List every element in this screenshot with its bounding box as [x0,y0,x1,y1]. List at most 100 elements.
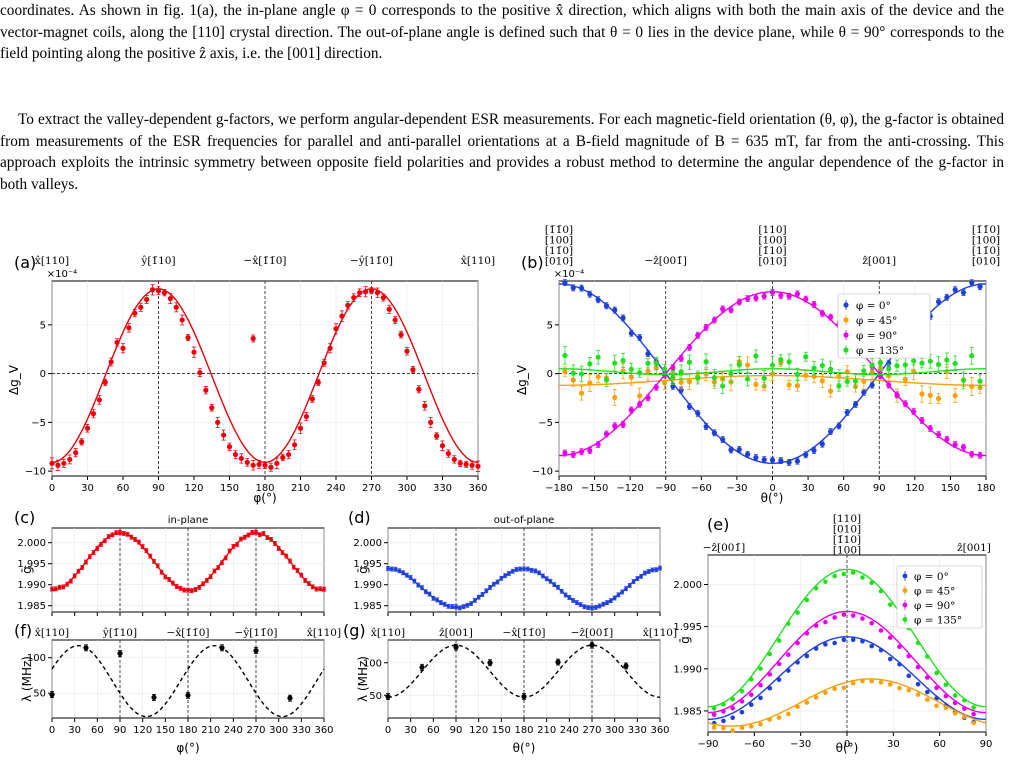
x-tick-label: 270 [582,725,601,736]
data-point [601,602,606,606]
data-point [562,352,568,359]
data-point [832,686,837,692]
data-point [231,544,236,549]
data-point [769,457,776,463]
data-point [935,361,942,368]
data-point [571,598,575,603]
data-point [299,573,304,577]
data-point [832,573,837,579]
data-point [786,293,792,299]
data-point [72,574,77,578]
data-point [563,593,568,597]
data-point [102,379,108,385]
data-point [804,653,810,659]
data-point [721,725,726,731]
data-point [257,532,262,537]
data-point [678,379,684,385]
top-axis-label-f: −x̂[1̄1̄0] [167,627,210,639]
x-tick-label: 300 [397,483,416,494]
data-point [416,386,422,392]
data-point [767,651,773,657]
fit-curve-e [708,568,986,708]
y-tick-label: −10 [532,467,553,478]
data-point [297,425,304,431]
top-axis-label-a: x̂[110] [461,255,495,267]
data-point [878,647,884,653]
data-point [761,457,767,463]
data-point [223,556,228,560]
data-point [695,332,701,338]
x-tick-label: 150 [941,483,960,494]
x-tick-label: 60 [91,725,104,736]
data-point [562,450,568,456]
data-point [761,293,767,299]
data-point [894,392,900,398]
x-tick-label: −60 [744,739,765,750]
data-point [457,460,463,466]
y-tick-label: 2.000 [673,580,702,591]
y-axis-label-a: Δg_V [7,364,21,395]
data-point [628,374,634,380]
data-point [960,377,967,383]
data-point [869,678,875,684]
data-point [587,291,593,297]
data-point [678,355,684,362]
data-point [556,585,560,590]
data-point [280,454,286,461]
title-d: out-of-plane [494,515,555,526]
data-point [287,695,293,701]
data-point [163,575,168,579]
data-point [778,292,784,299]
y-tick-label: 5 [40,320,46,331]
data-point [392,317,398,323]
stacked-label-b: [11̄0] [545,245,573,257]
data-point [794,291,801,297]
x-tick-label: −30 [726,483,747,494]
data-point [570,285,576,291]
x-tick-label: 360 [314,725,333,736]
data-point [935,431,942,438]
data-point [703,324,709,330]
y-tick-label: 50 [33,689,46,700]
data-point [537,571,541,575]
data-point [167,295,173,302]
data-point [408,575,413,580]
data-point [559,589,564,594]
x-tick-label: 330 [628,725,647,736]
data-point [804,700,810,705]
data-point [819,310,825,316]
legend-box-b [837,293,931,359]
stacked-label-e: [010] [833,524,861,536]
paragraph-2: To extract the valley-dependent g-factor… [0,109,1004,195]
data-point [919,417,925,424]
x-axis-label-e: θ(°) [836,741,859,755]
data-point [832,640,837,646]
data-point [861,378,867,385]
data-point [120,345,126,351]
data-point [977,378,983,384]
data-point [616,593,621,597]
data-point [419,664,425,670]
data-point [971,711,976,717]
x-tick-label: −120 [616,483,643,494]
top-axis-label-a: −ŷ[11̄0] [350,254,393,267]
data-point [595,441,601,448]
data-point [226,444,233,450]
data-point [603,431,610,437]
data-point [208,574,213,579]
data-point [736,446,742,453]
data-point [161,290,168,296]
data-point [952,693,958,698]
data-point [944,357,950,363]
x-tick-label: 90 [450,725,463,736]
data-point [525,567,530,571]
data-point [562,280,568,286]
data-point [197,585,202,590]
x-tick-label: 0 [49,725,55,736]
data-point [960,444,967,450]
data-point [776,638,782,643]
data-point [541,574,545,578]
data-point [529,568,534,573]
top-axis-label-g: −x̂[1̄1̄0] [503,627,546,639]
data-point [637,401,643,407]
